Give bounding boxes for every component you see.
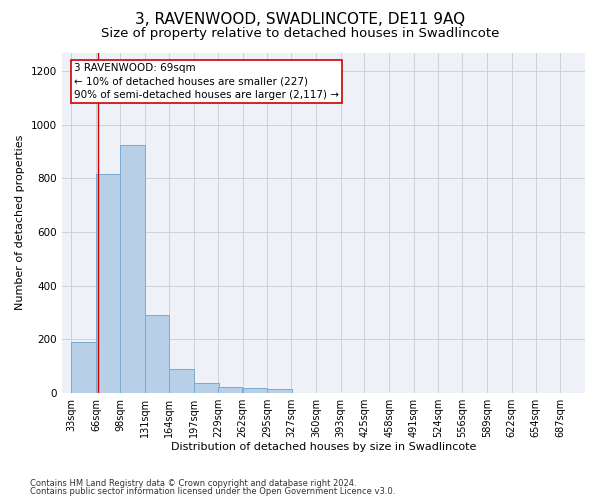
X-axis label: Distribution of detached houses by size in Swadlincote: Distribution of detached houses by size … <box>170 442 476 452</box>
Y-axis label: Number of detached properties: Number of detached properties <box>15 135 25 310</box>
Bar <box>120 145 145 392</box>
Text: Contains HM Land Registry data © Crown copyright and database right 2024.: Contains HM Land Registry data © Crown c… <box>30 478 356 488</box>
Bar <box>268 390 292 392</box>
Bar <box>145 315 169 392</box>
Bar <box>194 384 218 392</box>
Text: Size of property relative to detached houses in Swadlincote: Size of property relative to detached ho… <box>101 28 499 40</box>
Bar <box>169 369 194 392</box>
Text: Contains public sector information licensed under the Open Government Licence v3: Contains public sector information licen… <box>30 487 395 496</box>
Bar <box>243 388 267 392</box>
Bar <box>218 387 242 392</box>
Text: 3, RAVENWOOD, SWADLINCOTE, DE11 9AQ: 3, RAVENWOOD, SWADLINCOTE, DE11 9AQ <box>135 12 465 28</box>
Text: 3 RAVENWOOD: 69sqm
← 10% of detached houses are smaller (227)
90% of semi-detach: 3 RAVENWOOD: 69sqm ← 10% of detached hou… <box>74 63 338 100</box>
Bar <box>96 174 121 392</box>
Bar <box>71 342 96 392</box>
